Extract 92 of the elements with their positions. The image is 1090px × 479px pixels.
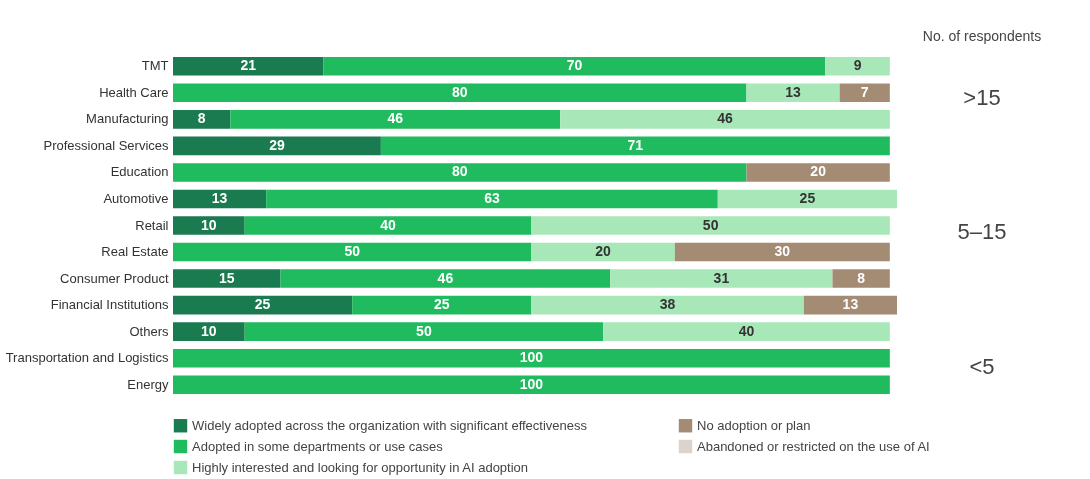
bar	[173, 322, 245, 341]
bar	[746, 163, 890, 182]
data-label: 13	[211, 189, 228, 206]
bar	[173, 242, 532, 262]
bar	[173, 375, 890, 395]
bar	[173, 163, 747, 182]
bar	[531, 242, 675, 262]
data-label: 15	[218, 269, 235, 286]
data-label: 10	[201, 322, 217, 339]
data-label: 50	[344, 243, 361, 260]
data-label: 46	[717, 110, 733, 127]
data-label: 25	[799, 189, 816, 206]
bar	[674, 242, 890, 262]
y-tick-label: Energy	[127, 376, 169, 392]
text: 5–15	[957, 219, 1007, 245]
bar	[531, 216, 890, 235]
data-label: 100	[519, 375, 544, 392]
bar	[839, 83, 890, 103]
y-tick-label: Real Estate	[101, 244, 169, 260]
bar	[717, 189, 897, 209]
bar	[280, 269, 611, 288]
data-label: 38	[659, 296, 676, 313]
data-label: 40	[380, 216, 397, 233]
y-tick-label: Transportation and Logistics	[5, 350, 169, 366]
data-label: 8	[857, 269, 866, 286]
bar	[173, 136, 381, 156]
bar	[173, 189, 267, 209]
bar	[803, 295, 897, 315]
bar	[746, 83, 840, 103]
text: >15	[963, 84, 1001, 110]
data-label: 50	[416, 322, 432, 339]
y-tick-label: TMT	[141, 58, 169, 74]
y-tick-label: Manufacturing	[86, 111, 169, 127]
data-label: 50	[702, 216, 719, 233]
data-label: 13	[785, 83, 802, 100]
data-label: 25	[254, 296, 271, 313]
bar	[380, 136, 890, 156]
legend-label: Widely adopted across the organization with significant effectiveness	[192, 417, 588, 433]
data-label: 21	[240, 57, 257, 74]
bar	[323, 56, 826, 76]
data-label: 29	[269, 136, 285, 153]
legend-label: Abandoned or restricted on the use of AI	[697, 438, 930, 454]
bar	[230, 110, 561, 129]
bar	[173, 295, 353, 315]
y-tick-label: Education	[110, 164, 169, 180]
bar	[173, 56, 324, 76]
bar	[531, 295, 804, 315]
data-label: 20	[595, 243, 612, 260]
legend-label: No adoption or plan	[697, 417, 811, 433]
y-tick-label: Retail	[135, 217, 169, 233]
data-label: 46	[437, 269, 454, 286]
data-label: 9	[853, 57, 862, 74]
bar	[173, 216, 245, 235]
data-label: 46	[387, 110, 404, 127]
y-tick-label: Automotive	[103, 190, 169, 206]
data-label: 7	[860, 83, 869, 100]
text: <5	[969, 353, 995, 379]
bar	[244, 216, 532, 235]
legend-label: Highly interested and looking for opportunity in AI adoption	[192, 459, 529, 475]
y-tick-label: Financial Institutions	[50, 297, 169, 313]
y-tick-label: Consumer Product	[60, 270, 169, 286]
data-label: 100	[519, 349, 544, 366]
data-label: 80	[451, 83, 468, 100]
bar	[266, 189, 718, 209]
bar	[173, 110, 231, 129]
bar	[610, 269, 833, 288]
data-label: 80	[451, 163, 468, 180]
data-label: 63	[484, 189, 500, 206]
data-label: 40	[738, 322, 755, 339]
bar	[173, 269, 281, 288]
bar	[832, 269, 890, 288]
bar	[352, 295, 532, 315]
data-label: 13	[842, 296, 859, 313]
bar	[173, 348, 890, 368]
data-label: 30	[774, 243, 791, 260]
text: No. of respondents	[922, 28, 1042, 44]
y-tick-label: Others	[129, 323, 169, 339]
data-label: 10	[201, 216, 217, 233]
bar	[173, 83, 747, 103]
bar	[560, 110, 890, 129]
data-label: 70	[566, 57, 583, 74]
bar	[603, 322, 890, 341]
y-tick-label: Professional Services	[43, 137, 169, 153]
bar	[825, 56, 890, 76]
data-label: 71	[627, 136, 644, 153]
legend-label: Adopted in some departments or use cases	[192, 438, 444, 454]
data-label: 8	[197, 110, 206, 127]
bar	[244, 322, 604, 341]
data-label: 31	[713, 269, 730, 286]
y-tick-label: Health Care	[99, 84, 169, 100]
data-label: 20	[810, 163, 827, 180]
data-label: 25	[434, 296, 450, 313]
